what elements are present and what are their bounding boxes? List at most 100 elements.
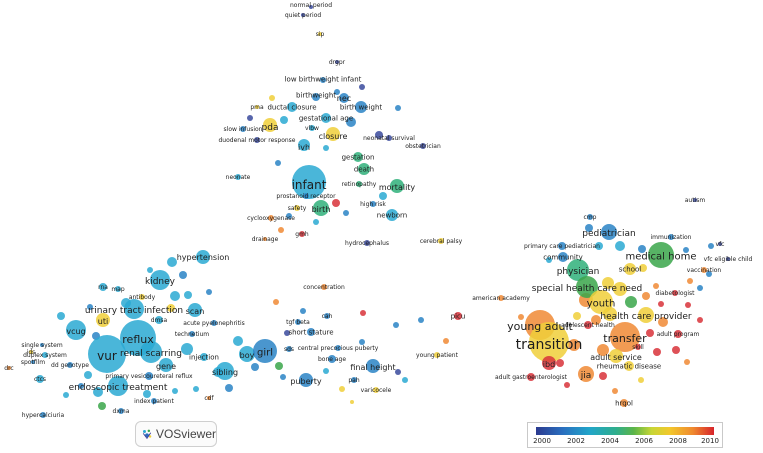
term-bubble-unlabeled[interactable] (167, 304, 175, 312)
term-bubble-unlabeled[interactable] (564, 382, 570, 388)
term-bubble-unlabeled[interactable] (683, 247, 689, 253)
term-bubble-unlabeled[interactable] (167, 257, 177, 267)
term-bubble-unlabeled[interactable] (708, 243, 714, 249)
term-bubble-death[interactable] (358, 163, 370, 175)
term-label-bone-age[interactable]: bone age (318, 356, 346, 363)
term-bubble-hydrocephalus[interactable] (364, 240, 370, 246)
term-bubble-unlabeled[interactable] (273, 299, 279, 305)
term-bubble-unlabeled[interactable] (350, 400, 354, 404)
term-bubble-physician[interactable] (567, 259, 589, 281)
term-bubble-ctcs[interactable] (36, 375, 44, 383)
term-bubble-unlabeled[interactable] (653, 283, 659, 289)
term-label-adult-program[interactable]: adult program (657, 331, 700, 338)
term-bubble-gestation[interactable] (353, 152, 363, 162)
term-bubble-index-patient[interactable] (151, 398, 157, 404)
term-label-spotfilm[interactable]: spotfilm (21, 359, 45, 366)
term-label-death[interactable]: death (354, 165, 374, 173)
term-bubble-unlabeled[interactable] (546, 257, 552, 263)
term-bubble-unlabeled[interactable] (597, 344, 609, 356)
term-bubble-skill[interactable] (635, 344, 641, 350)
term-bubble-unlabeled[interactable] (359, 339, 365, 345)
term-bubble-diabetologist[interactable] (672, 290, 678, 296)
term-bubble-unlabeled[interactable] (591, 315, 601, 325)
term-label-high-risk[interactable]: high risk (360, 201, 386, 208)
term-bubble-cerebral-palsy[interactable] (438, 238, 444, 244)
term-label-birth-weight[interactable]: birth weight (340, 103, 383, 111)
term-bubble-adult-service[interactable] (609, 349, 623, 363)
term-bubble-closure[interactable] (326, 127, 340, 141)
term-bubble-jia[interactable] (578, 366, 594, 382)
term-bubble-drc[interactable] (7, 366, 11, 370)
term-label-renal-scarring[interactable]: renal scarring (120, 349, 182, 359)
term-label-vfc-eligible-child[interactable]: vfc eligible child (704, 256, 753, 263)
term-label-picu[interactable]: picu (451, 312, 466, 320)
term-bubble-urinary-tract-infection[interactable] (124, 299, 144, 319)
term-bubble-unlabeled[interactable] (300, 308, 306, 314)
term-bubble-unlabeled[interactable] (170, 291, 180, 301)
term-label-hypercalciuria[interactable]: hypercalciuria (22, 412, 65, 419)
term-bubble-unlabeled[interactable] (251, 363, 259, 371)
term-bubble-vfc-eligible-child[interactable] (726, 257, 730, 261)
term-bubble-safety[interactable] (294, 205, 300, 211)
term-label-dmsa[interactable]: dmsa (151, 317, 168, 324)
term-bubble-ibd[interactable] (542, 356, 556, 370)
term-label-dxma[interactable]: dxma (113, 408, 130, 415)
term-label-prostanoid-receptor[interactable]: prostanoid receptor (276, 193, 336, 200)
term-bubble-unlabeled[interactable] (642, 292, 650, 300)
term-bubble-dxma[interactable] (118, 408, 124, 414)
term-label-immunization[interactable]: immunization (651, 234, 692, 241)
term-label-pma[interactable]: pma (250, 104, 264, 111)
term-label-ivh[interactable]: ivh (298, 143, 310, 152)
term-bubble-infant[interactable] (292, 165, 326, 199)
term-bubble-spotfilm[interactable] (31, 360, 35, 364)
term-bubble-unlabeled[interactable] (375, 131, 383, 139)
term-bubble-gene[interactable] (159, 358, 173, 372)
term-bubble-pma[interactable] (255, 105, 259, 109)
term-bubble-adolescent-health[interactable] (584, 321, 592, 329)
term-bubble-vcug[interactable] (66, 320, 86, 340)
term-label-sibling[interactable]: sibling (212, 368, 238, 377)
term-bubble-unlabeled[interactable] (443, 338, 449, 344)
term-bubble-health-care-provider[interactable] (638, 307, 654, 323)
term-bubble-prostanoid-receptor[interactable] (303, 193, 309, 199)
term-bubble-unlabeled[interactable] (332, 199, 340, 207)
term-bubble-unlabeled[interactable] (225, 384, 233, 392)
term-bubble-unlabeled[interactable] (78, 383, 84, 389)
term-label-cah[interactable]: cah (322, 313, 333, 320)
term-bubble-unlabeled[interactable] (98, 402, 106, 410)
term-bubble-vur[interactable] (88, 335, 126, 373)
term-bubble-american-academy[interactable] (498, 295, 504, 301)
term-label-scan[interactable]: scan (186, 307, 205, 316)
term-bubble-mortality[interactable] (390, 179, 404, 193)
term-bubble-unlabeled[interactable] (360, 310, 366, 316)
term-bubble-pediatrician[interactable] (601, 224, 617, 240)
term-bubble-unlabeled[interactable] (653, 348, 661, 356)
term-label-vaccination[interactable]: vaccination (687, 267, 722, 274)
term-bubble-sds[interactable] (286, 346, 292, 352)
term-bubble-unlabeled[interactable] (278, 227, 284, 233)
term-bubble-cah[interactable] (324, 313, 330, 319)
term-bubble-unlabeled[interactable] (143, 390, 151, 398)
term-bubble-gestational-age[interactable] (321, 113, 331, 123)
term-label-birthweight[interactable]: birthweight (296, 91, 336, 99)
term-bubble-unlabeled[interactable] (612, 388, 618, 394)
term-bubble-vaccination[interactable] (701, 267, 707, 273)
term-bubble-school[interactable] (624, 263, 636, 275)
term-bubble-transition[interactable] (529, 322, 569, 362)
term-bubble-quiet-period[interactable] (301, 13, 305, 17)
term-bubble-unlabeled[interactable] (697, 317, 703, 323)
term-label-uti[interactable]: uti (98, 317, 108, 326)
term-label-vfc[interactable]: vfc (716, 241, 725, 248)
term-bubble-unlabeled[interactable] (323, 145, 329, 151)
term-bubble-short-stature[interactable] (307, 328, 315, 336)
term-label-concentration[interactable]: concentration (303, 284, 345, 291)
term-bubble-unlabeled[interactable] (87, 304, 93, 310)
term-bubble-birth[interactable] (313, 200, 329, 216)
term-label-nec[interactable]: nec (337, 94, 351, 103)
term-label-antibody[interactable]: antibody (129, 294, 156, 301)
term-bubble-hypercalciuria[interactable] (40, 412, 46, 418)
term-bubble-unlabeled[interactable] (638, 245, 646, 253)
term-label-puberty[interactable]: puberty (290, 377, 322, 386)
term-label-safety[interactable]: safety (288, 205, 307, 212)
term-label-primary-vesicoureteral-reflux[interactable]: primary vesicoureteral reflux (105, 373, 193, 380)
